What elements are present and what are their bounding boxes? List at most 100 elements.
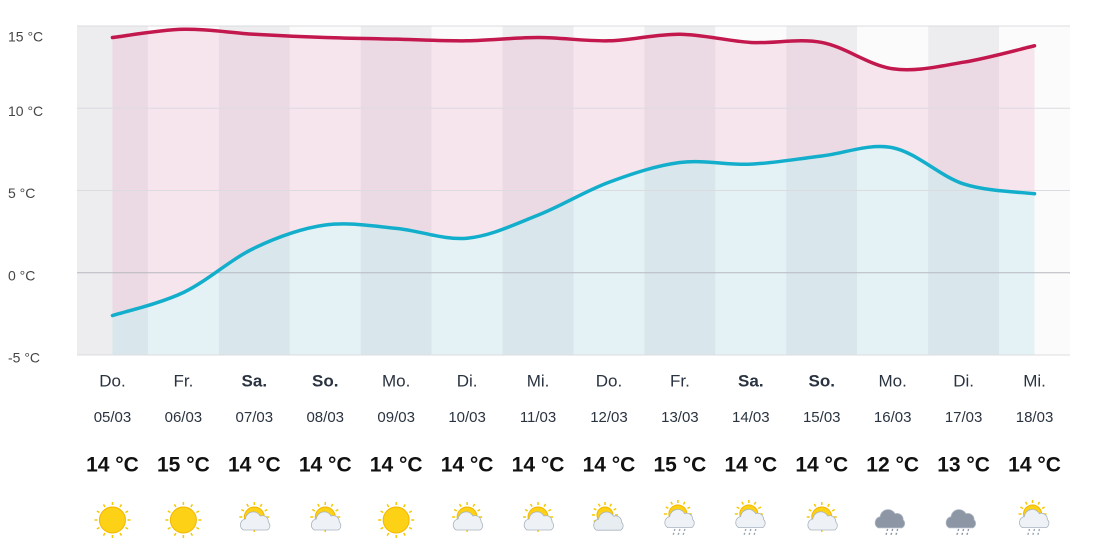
sun-ray <box>827 503 830 507</box>
sun-ray <box>1037 501 1041 505</box>
weekday: Mo. <box>382 371 410 390</box>
sun-ray <box>259 503 263 507</box>
cloud <box>807 511 838 531</box>
rain-drop <box>743 528 747 537</box>
sun-ray <box>665 506 669 510</box>
weekday: Mi. <box>527 371 550 390</box>
max-temperature: 14 °C <box>370 454 423 477</box>
sun-ray <box>813 503 817 507</box>
sun-ray <box>173 532 177 536</box>
weekday: Do. <box>596 371 622 390</box>
date: 13/03 <box>661 409 699 426</box>
max-temperature: 14 °C <box>583 454 636 477</box>
sun-ray <box>741 501 744 505</box>
weekday: Di. <box>457 371 478 390</box>
sun-ray <box>403 532 406 536</box>
sun-ray <box>196 510 200 514</box>
sun-ray <box>386 532 390 536</box>
temperature-line <box>110 144 1037 318</box>
sun-ray <box>403 504 406 508</box>
sun-ray <box>330 503 334 507</box>
max-temperature: 14 °C <box>228 454 281 477</box>
date: 07/03 <box>236 409 274 426</box>
sun-ray <box>190 532 194 536</box>
sun <box>169 506 197 534</box>
date: 11/03 <box>520 409 556 426</box>
max-temperature: 14 °C <box>795 454 848 477</box>
weather-icon <box>94 502 131 538</box>
weather-icon <box>874 509 906 537</box>
max-temperature: 14 °C <box>512 454 565 477</box>
sun-ray <box>1041 506 1046 510</box>
sun-ray <box>453 508 458 512</box>
weather-icon <box>945 509 976 537</box>
cloud <box>593 511 624 531</box>
sun-ray <box>264 508 268 512</box>
sun <box>382 506 410 534</box>
sun-ray <box>380 526 384 530</box>
weather-icon <box>239 502 271 532</box>
sun-ray <box>687 506 691 510</box>
weekday: Mi. <box>1023 371 1046 390</box>
weather-icon <box>663 500 695 537</box>
rain-drop <box>677 528 681 537</box>
cloud <box>874 509 906 529</box>
y-tick-label: 5 °C <box>8 185 35 201</box>
y-tick-label: -5 °C <box>8 350 40 366</box>
sun-ray <box>408 526 413 530</box>
max-temperature: 15 °C <box>157 454 210 477</box>
rain-drop <box>1031 528 1036 537</box>
weekday: Fr. <box>173 371 193 390</box>
date: 17/03 <box>945 409 983 426</box>
rain-drop <box>960 528 965 537</box>
date: 18/03 <box>1016 409 1054 426</box>
date: 15/03 <box>803 409 841 426</box>
sun-ray <box>96 510 100 514</box>
sun-ray <box>317 503 320 507</box>
date: 08/03 <box>306 409 344 426</box>
sun-ray <box>119 504 123 508</box>
weather-icon <box>523 502 554 532</box>
sun-ray <box>808 508 812 512</box>
rain-drop <box>682 528 686 537</box>
sun-ray <box>386 504 390 508</box>
max-temperature: 14 °C <box>86 454 139 477</box>
weather-icon <box>310 502 342 532</box>
rain-drop <box>885 528 889 537</box>
sun-ray <box>190 504 194 508</box>
range-area <box>112 29 1035 316</box>
sun-ray <box>125 510 129 514</box>
sun-ray <box>736 506 740 510</box>
sun-ray <box>1020 506 1024 510</box>
weekday: Do. <box>99 371 125 390</box>
cloud <box>735 509 766 528</box>
sun-ray <box>670 501 674 505</box>
sun-ray <box>613 507 617 511</box>
sun-ray <box>167 526 171 530</box>
sun-ray <box>125 526 129 530</box>
sun-ray <box>472 503 476 507</box>
sun-ray <box>682 501 686 505</box>
sun-ray <box>753 501 757 505</box>
sun-ray <box>458 503 462 507</box>
max-temperature: 14 °C <box>1008 454 1061 477</box>
cloud <box>664 509 695 528</box>
sun-ray <box>593 507 597 511</box>
cloud <box>452 511 484 531</box>
sun-ray <box>119 532 123 536</box>
sun-ray <box>246 503 249 507</box>
sun-ray <box>529 503 533 507</box>
weekday: Fr. <box>670 371 690 390</box>
rain-drop <box>965 528 970 537</box>
weather-icon <box>734 500 766 537</box>
weather-icon <box>1018 500 1050 537</box>
min-area <box>112 146 1035 355</box>
rain-drop <box>1036 528 1041 537</box>
max-temperature: 12 °C <box>866 454 919 477</box>
cloud <box>945 509 976 529</box>
date: 12/03 <box>590 409 628 426</box>
rain-drop <box>748 528 752 537</box>
sun-ray <box>102 532 106 536</box>
weather-icon <box>165 502 202 538</box>
